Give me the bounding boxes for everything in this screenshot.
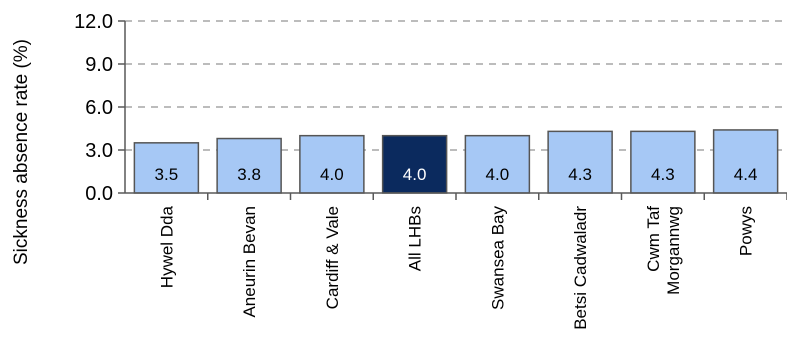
data-label: 4.0 bbox=[486, 165, 510, 184]
bar bbox=[381, 134, 448, 194]
data-label: 4.3 bbox=[568, 165, 592, 184]
y-tick-label: 6.0 bbox=[85, 97, 113, 119]
y-tick-label: 9.0 bbox=[85, 54, 113, 76]
x-tick-label: Powys bbox=[737, 206, 756, 256]
y-tick-label: 3.0 bbox=[85, 140, 113, 162]
data-label: 4.4 bbox=[734, 165, 758, 184]
x-tick-label: Betsi Cadwaladr bbox=[571, 206, 590, 330]
x-tick-label: Swansea Bay bbox=[488, 206, 507, 310]
x-tick-label: Hywel Dda bbox=[157, 205, 176, 288]
y-tick-label: 0.0 bbox=[85, 183, 113, 205]
x-tick-label: Aneurin Bevan bbox=[240, 206, 259, 318]
data-label: 3.5 bbox=[155, 165, 179, 184]
x-tick-label: Cwm Taf bbox=[644, 206, 663, 272]
x-tick-labels: Hywel Dda Aneurin Bevan Cardiff & Vale All … bbox=[157, 205, 755, 329]
bar bbox=[547, 130, 613, 194]
data-labels: 3.5 3.8 4.0 4.0 4.0 4.3 4.3 4.4 bbox=[155, 165, 758, 184]
x-tick-label: All LHBs bbox=[406, 206, 425, 271]
bars bbox=[133, 129, 779, 194]
bar bbox=[464, 134, 531, 194]
data-label: 4.0 bbox=[320, 165, 344, 184]
data-label: 3.8 bbox=[237, 165, 261, 184]
bar bbox=[712, 129, 779, 194]
y-tick-label: 12.0 bbox=[74, 11, 113, 33]
data-label: 4.0 bbox=[403, 165, 427, 184]
axes bbox=[118, 20, 787, 200]
data-label: 4.3 bbox=[651, 165, 675, 184]
x-tick-label: Morgannwg bbox=[664, 206, 683, 295]
bar bbox=[133, 142, 200, 194]
x-tick-label: Cardiff & Vale bbox=[323, 206, 342, 309]
y-axis-label: Sickness absence rate (%) bbox=[11, 39, 32, 265]
bar bbox=[299, 134, 365, 194]
y-tick-labels: 0.0 3.0 6.0 9.0 12.0 bbox=[74, 11, 113, 205]
bar bbox=[630, 130, 696, 194]
